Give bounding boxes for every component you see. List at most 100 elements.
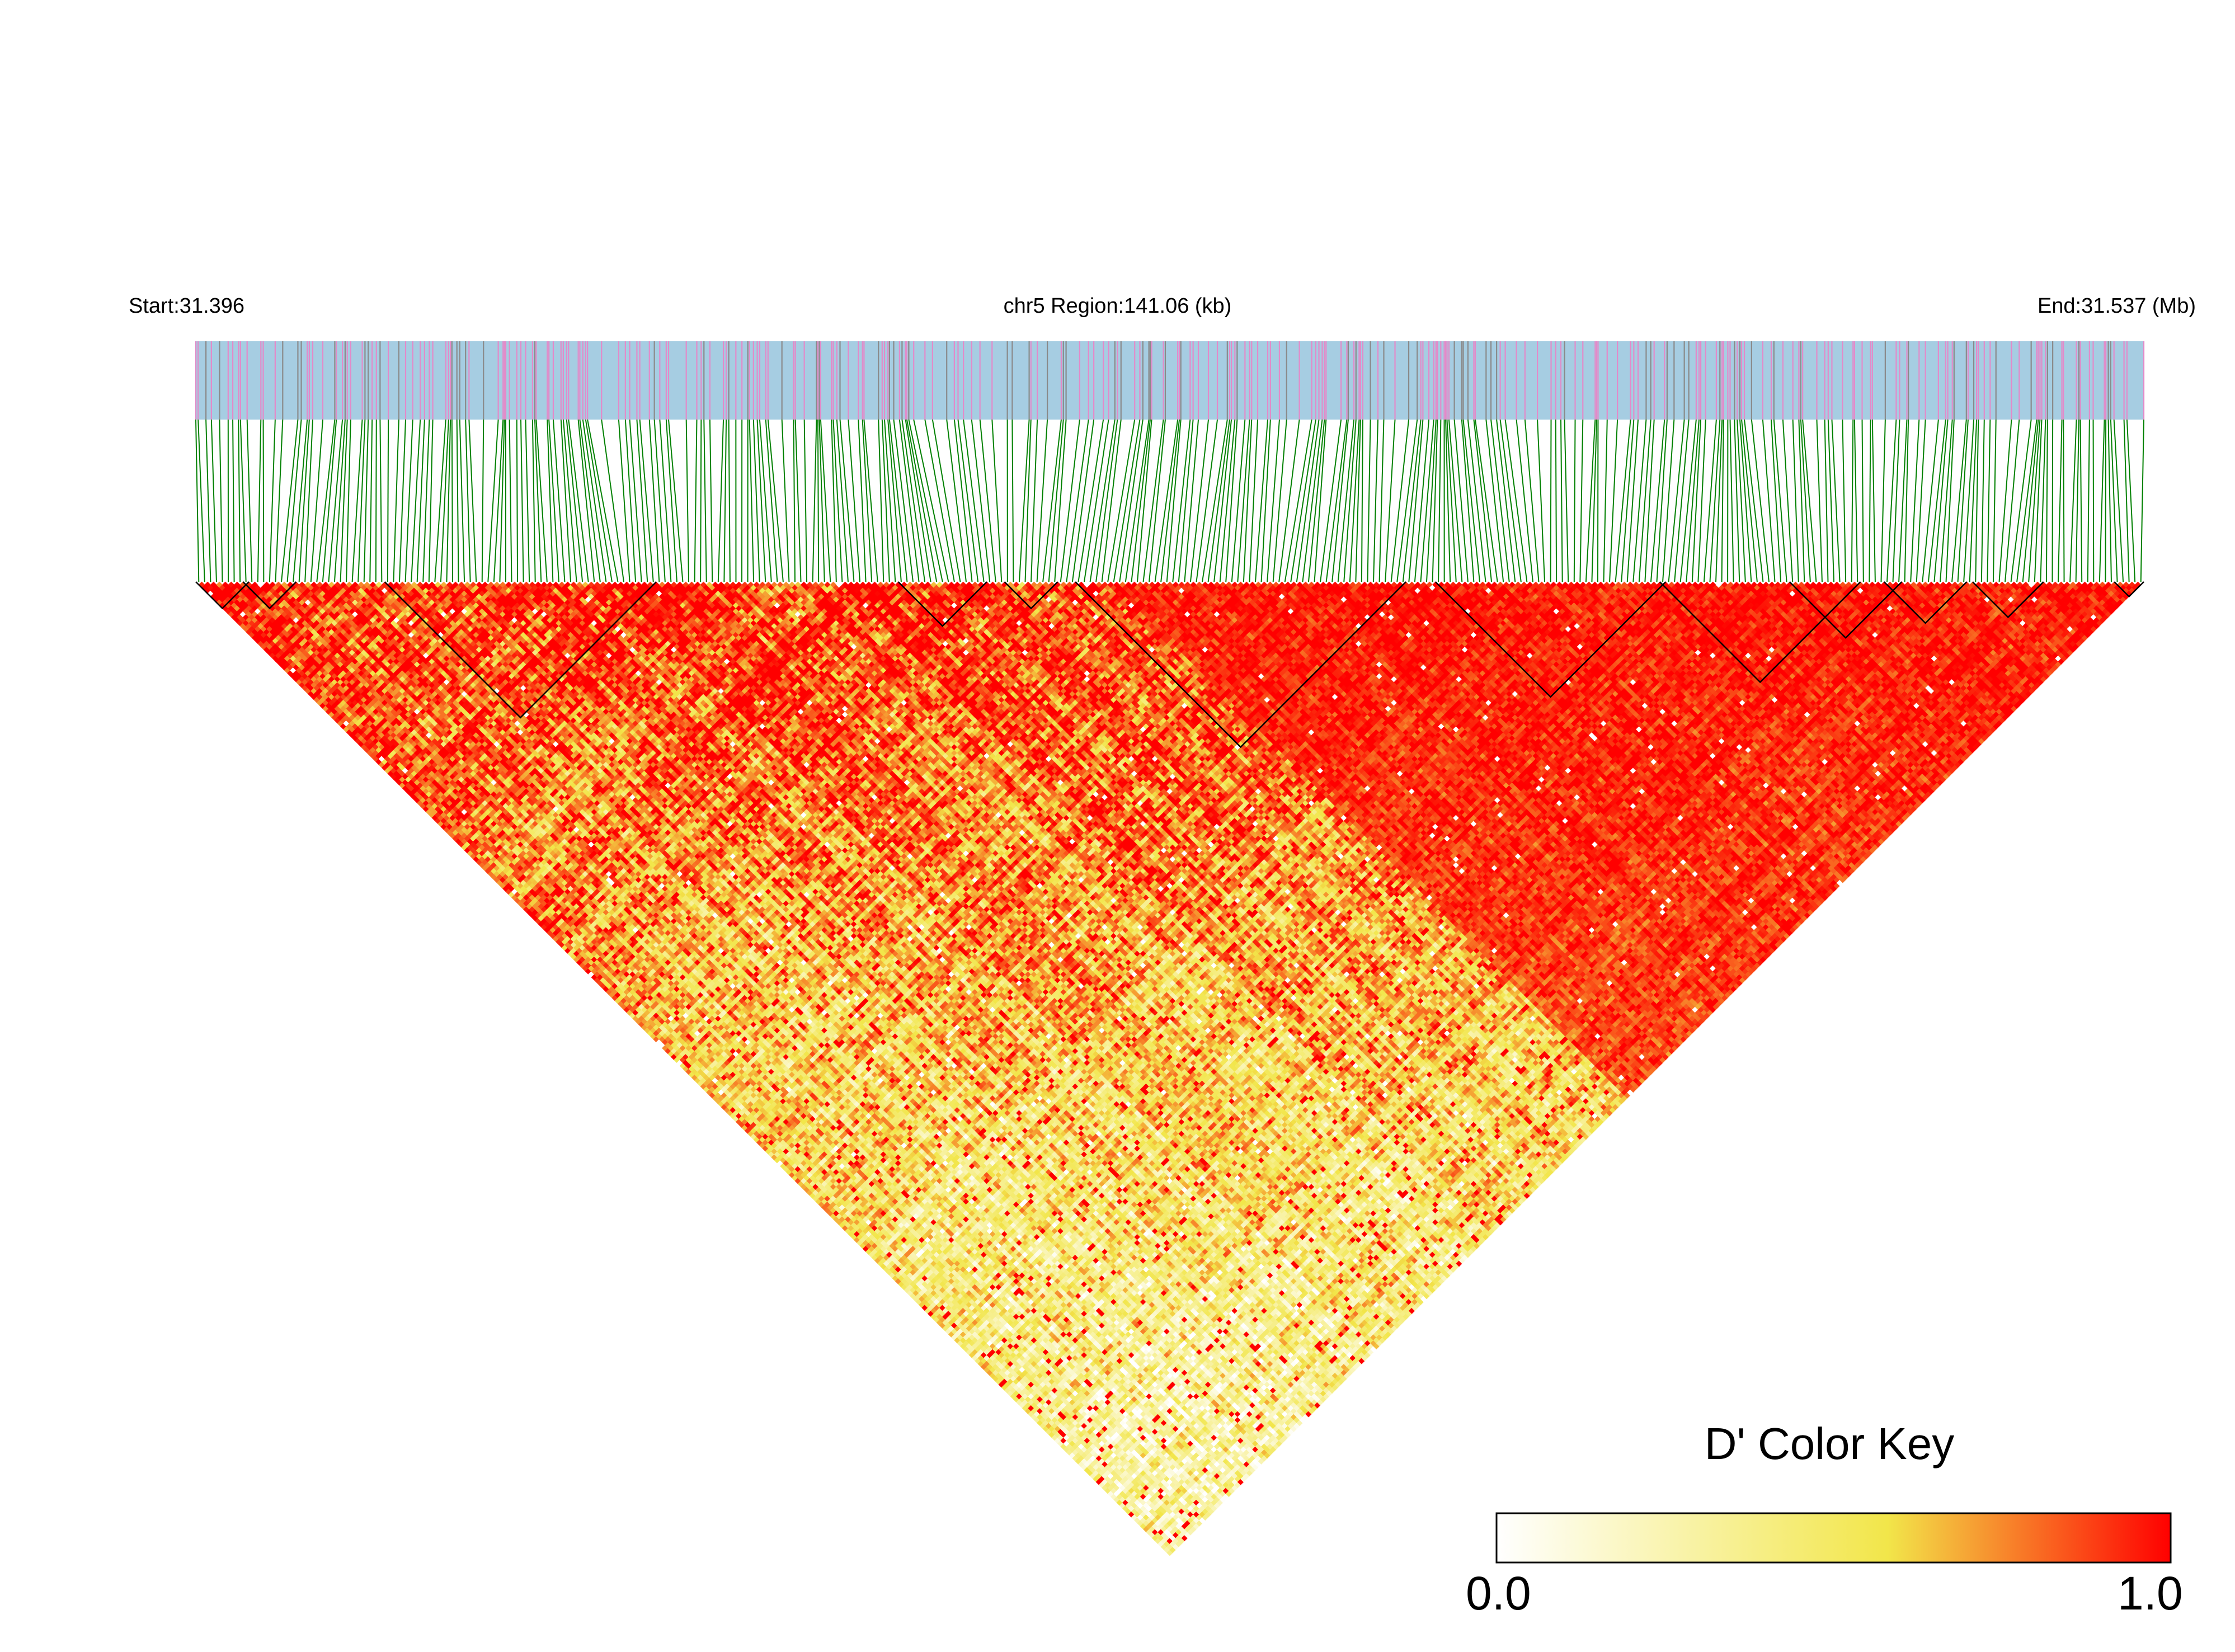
snp-connector-line [1782, 419, 1794, 582]
snp-connector-line [493, 419, 504, 582]
snp-connector-line [428, 419, 434, 582]
snp-connector-line [1998, 419, 2012, 582]
snp-connector-line [2126, 419, 2136, 582]
snp-connector-line [440, 419, 449, 582]
snp-connector-line [1184, 419, 1199, 582]
snp-connector-line [579, 419, 601, 582]
snp-connector-line [1243, 419, 1253, 582]
snp-connector-line [887, 419, 902, 582]
snp-connector-line [1160, 419, 1180, 582]
snp-connector-line [703, 419, 707, 582]
snp-connector-line [1892, 419, 1900, 582]
snp-connector-line [1626, 419, 1639, 582]
snp-connector-line [369, 419, 373, 582]
snp-connector-line [1438, 419, 1442, 582]
snp-connector-line [1638, 419, 1651, 582]
snp-connector-line [286, 419, 302, 582]
ld-heatmap-triangle [198, 581, 2142, 1556]
snp-connector-line [1741, 419, 1758, 582]
snp-connector-line [1485, 419, 1504, 582]
snp-connector-line [1916, 419, 1926, 582]
snp-connector-line [781, 419, 790, 582]
snp-connector-line [1166, 419, 1182, 582]
snp-connector-line [1668, 419, 1685, 582]
snp-connector-line [1355, 419, 1361, 582]
snp-connector-line [1691, 419, 1702, 582]
snp-connector-line [1066, 419, 1089, 582]
snp-connector-line [562, 419, 577, 582]
snp-connector-line [487, 419, 499, 582]
snp-connector-line [2110, 419, 2118, 582]
snp-connector-line [1579, 419, 1584, 582]
snp-connector-line [219, 419, 223, 582]
snp-connector-line [1969, 419, 1978, 582]
snp-connector-line [1679, 419, 1697, 582]
snp-track-band [196, 341, 2144, 420]
snp-connector-line [1172, 419, 1191, 582]
snp-connector-line [1831, 419, 1841, 582]
snp-connector-line [906, 419, 938, 582]
snp-connector-line [1302, 419, 1323, 582]
snp-connector-line [1189, 419, 1210, 582]
snp-connector-line [1453, 419, 1469, 582]
snp-connector-line [1496, 419, 1516, 582]
snp-connector-line [1420, 419, 1434, 582]
snp-connector-line [2107, 419, 2112, 582]
snp-connector-line [1609, 419, 1618, 582]
snp-connector-line [566, 419, 584, 582]
snp-connector-line [411, 419, 421, 582]
snp-connector-line [1474, 419, 1498, 582]
snp-connector-line [1910, 419, 1920, 582]
snp-connector-line [582, 419, 607, 582]
snp-connector-line [1054, 419, 1067, 582]
snp-connector-line [1425, 419, 1437, 582]
snp-connector-line [1361, 419, 1363, 582]
snp-connector-line [281, 419, 299, 582]
snp-connector-line [195, 419, 200, 582]
snp-connector-line [316, 419, 336, 582]
snp-connector-line [346, 419, 351, 582]
snp-connector-line [1149, 419, 1166, 582]
snp-connector-line [1278, 419, 1300, 582]
snp-connector-line [1987, 419, 1991, 582]
snp-connector-line [1715, 419, 1723, 582]
snp-connector-line [812, 419, 817, 582]
snp-connector-line [1824, 419, 1829, 582]
snp-connector-line [1922, 419, 1939, 582]
snp-connector-line [1432, 419, 1438, 582]
snp-connector-line [752, 419, 760, 582]
snp-connector-line [465, 419, 471, 582]
snp-connector-line [1524, 419, 1540, 582]
snp-connector-line [653, 419, 666, 582]
snp-connector-line [1827, 419, 1835, 582]
snp-connector-line [1260, 419, 1271, 582]
snp-connector-line [1414, 419, 1430, 582]
snp-connector-line [269, 419, 276, 582]
snp-connector-line [2022, 419, 2039, 582]
snp-connector-line [1621, 419, 1635, 582]
snp-connector-line [1373, 419, 1379, 582]
snp-connector-line [1390, 419, 1410, 582]
snp-connector-line [1927, 419, 1946, 582]
snp-connector-line [2123, 419, 2130, 582]
snp-connector-line [601, 419, 624, 582]
snp-connector-line [1591, 419, 1597, 582]
snp-connector-line [1461, 419, 1475, 582]
snp-connector-line [293, 419, 308, 582]
snp-connector-line [577, 419, 595, 582]
snp-connector-line [547, 419, 554, 582]
snp-connector-line [1939, 419, 1953, 582]
snp-connector-line [1686, 419, 1700, 582]
snp-connector-line [862, 419, 873, 582]
snp-connector-line [2005, 419, 2020, 582]
snp-connector-line [636, 419, 648, 582]
snp-connector-line [1142, 419, 1164, 582]
snp-connector-line [1853, 419, 1858, 582]
snp-connector-line [2028, 419, 2041, 582]
snp-connector-line [1898, 419, 1908, 582]
snp-connector-line [1957, 419, 1969, 582]
snp-connector-line [379, 419, 383, 582]
snp-connector-line [1734, 419, 1740, 582]
snp-connector-line [416, 419, 425, 582]
snp-connector-line [1402, 419, 1422, 582]
